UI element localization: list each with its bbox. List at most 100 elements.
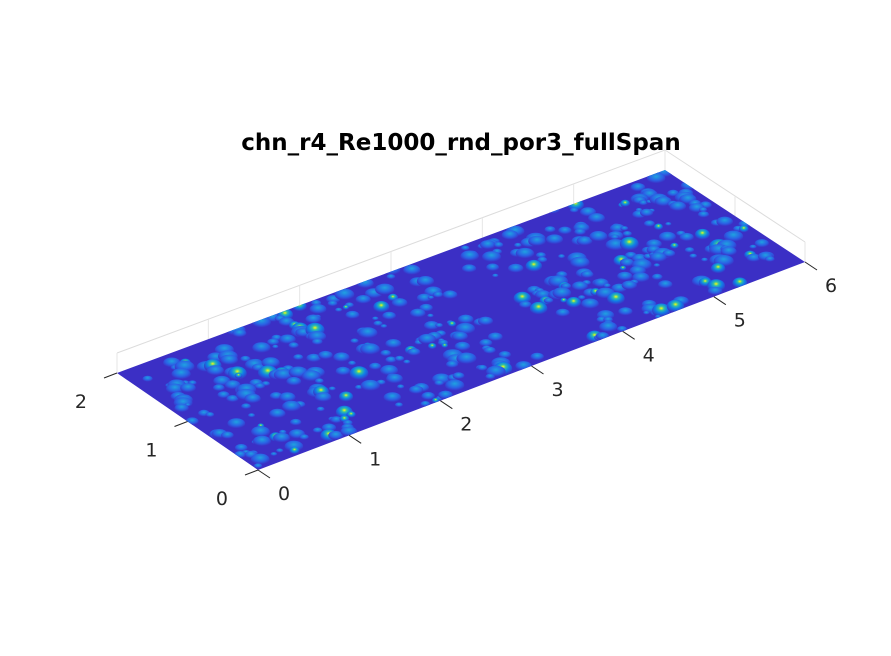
x-tick: [622, 330, 635, 340]
surface-bump: [327, 300, 338, 307]
surface-bump: [610, 234, 620, 240]
surface-bump: [621, 280, 637, 290]
surface-bump: [282, 400, 301, 412]
surface-bump: [515, 361, 532, 371]
surface-bump: [213, 384, 225, 392]
surface-bump: [707, 286, 723, 296]
surface-bump: [403, 359, 411, 364]
surface-bump: [380, 365, 398, 376]
surface-bump: [279, 392, 296, 403]
surface-bump: [435, 323, 443, 328]
surface-bump: [316, 406, 325, 412]
surface-bump: [609, 223, 625, 233]
surface-bump: [301, 370, 321, 382]
surface-bump: [171, 368, 191, 380]
surface-bump: [306, 353, 321, 363]
surface-bump: [270, 452, 278, 457]
surface-bump: [519, 301, 532, 309]
surface-bump: [373, 320, 383, 327]
surface-bump: [479, 339, 493, 347]
surface-bump: [658, 231, 676, 242]
surface-bump: [335, 366, 351, 376]
surface-bump: [638, 200, 648, 206]
surface-bump: [288, 342, 299, 349]
surface-bump: [581, 298, 599, 310]
surface-bump: [723, 230, 744, 243]
surface-bump: [488, 332, 503, 342]
surface-bump: [701, 257, 708, 262]
surface-bump: [569, 207, 579, 213]
surface-bump: [618, 307, 633, 316]
surface-bump: [217, 391, 230, 399]
y-tick-label: 2: [75, 391, 87, 413]
surface-bump: [394, 402, 403, 408]
surface-bump: [253, 435, 271, 447]
surface-bump: [460, 245, 470, 251]
surface-bump: [560, 297, 568, 303]
surface-bump: [501, 230, 519, 241]
surface-bump: [622, 231, 632, 237]
surface-bump: [420, 401, 431, 407]
surface-bump: [252, 342, 271, 354]
surface-bump: [307, 331, 327, 343]
surface-bump: [589, 231, 608, 242]
surface-bump: [483, 346, 496, 354]
surface-bump: [654, 223, 663, 231]
surface-bump: [698, 207, 708, 213]
surface-bump: [312, 338, 323, 345]
x-tick-label: 0: [278, 483, 290, 505]
surface-bump: [654, 314, 662, 319]
surface-bump: [380, 350, 392, 357]
surface-bump: [508, 263, 524, 273]
surface-bump: [340, 426, 358, 437]
surface-bump: [432, 397, 440, 404]
surface-bump: [142, 375, 153, 382]
surface-bump: [342, 305, 350, 310]
surface-bump: [286, 376, 302, 386]
surface-bump: [689, 253, 697, 259]
surface-bump: [720, 246, 737, 257]
x-tick-label: 5: [734, 310, 746, 332]
surface-bump: [276, 448, 284, 453]
surface-bump: [574, 228, 586, 236]
chart-title: chn_r4_Re1000_rnd_por3_fullSpan: [241, 130, 680, 156]
surface-bump: [640, 208, 654, 217]
surface-bump: [617, 326, 627, 332]
surface-bump: [383, 392, 401, 403]
surface-bump: [595, 332, 610, 341]
y-tick: [174, 421, 188, 427]
surface-bump: [328, 386, 336, 391]
surface-bump: [528, 235, 546, 247]
y-tick-label: 1: [145, 440, 157, 462]
surface-bump: [416, 276, 434, 287]
surface-bump: [514, 242, 522, 248]
surface-bump: [369, 362, 382, 370]
surface-bump: [375, 283, 395, 296]
surface-bump: [544, 226, 556, 233]
x-axis: 0 1 2 3 4 5 6: [257, 261, 837, 505]
surface-bump: [588, 213, 605, 224]
surface-bump: [434, 380, 445, 386]
surface-bump: [570, 256, 590, 269]
surface-bump: [373, 301, 390, 313]
surface-bump: [382, 311, 396, 320]
surface-bump: [620, 199, 630, 208]
surface-bump: [250, 453, 270, 465]
x-tick-label: 3: [551, 379, 563, 401]
surface-bump: [620, 258, 635, 267]
surface-bump: [543, 297, 554, 304]
surface-bump: [448, 321, 456, 327]
x-tick-label: 2: [460, 414, 472, 436]
surface-bump: [385, 356, 397, 364]
surface-bump: [576, 236, 593, 246]
surface-bump: [452, 331, 468, 341]
surface-bump: [234, 444, 248, 452]
surface-bump: [580, 270, 594, 279]
surface-bump: [333, 352, 350, 363]
surface-bump: [558, 254, 565, 259]
surface-bump: [269, 408, 286, 419]
surface-bump: [607, 292, 625, 306]
surface-bump: [746, 253, 761, 263]
surface-bump: [360, 343, 380, 356]
surface-bump: [480, 240, 496, 250]
